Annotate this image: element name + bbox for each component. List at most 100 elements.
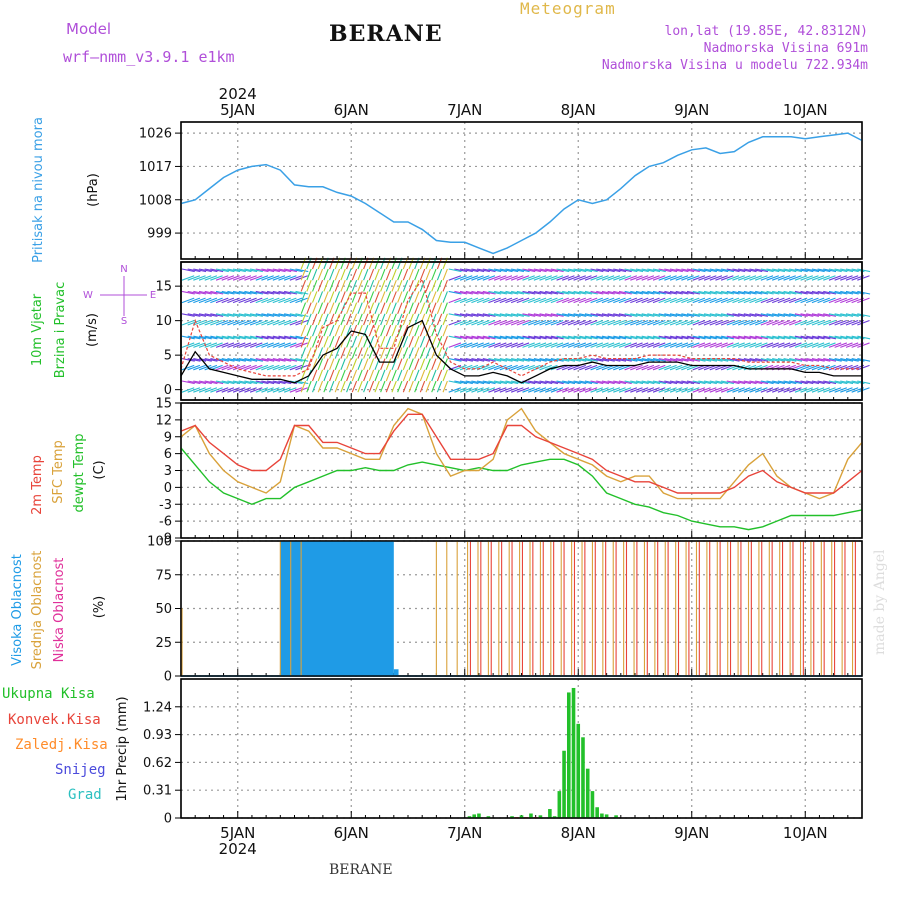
wind-arrow [511, 313, 525, 317]
wind-arrow [590, 387, 604, 393]
wind-arrow [436, 268, 443, 281]
wind-arrow [397, 280, 403, 292]
wind-arrow [505, 387, 518, 393]
wind-arrow [295, 335, 309, 340]
wind-arrow [675, 342, 689, 348]
wind-arrow [811, 335, 825, 340]
wind-arrow [783, 380, 797, 385]
wind-arrow [408, 358, 414, 370]
wind-arrow [380, 347, 386, 359]
wind-arrow [448, 290, 462, 295]
pressure-panel: 999 1008 1017 1026 [139, 121, 863, 260]
wind-arrow [488, 320, 501, 326]
wind-arrow [306, 358, 312, 370]
wind-arrow [732, 313, 746, 317]
wind-arrow [368, 369, 375, 382]
wind-arrow [283, 364, 297, 371]
wind-arrow [232, 380, 246, 385]
wind-arrow [425, 347, 431, 359]
wind-arrow [613, 290, 627, 295]
wind-arrow [755, 313, 769, 317]
wind-arrow [573, 342, 586, 348]
wind-arrow [800, 335, 814, 340]
wind-arrow [454, 290, 468, 295]
y-tick-label: 75 [155, 568, 172, 583]
wind-arrow [652, 335, 666, 340]
wind-arrow [215, 313, 229, 317]
pressure-frame [180, 121, 863, 260]
ylabel-temp-2m: 2m Temp [30, 455, 45, 515]
wind-arrow [334, 302, 341, 314]
wind-arrow [579, 380, 593, 385]
wind-arrow [703, 275, 717, 281]
wind-arrow [857, 342, 870, 348]
wind-arrow [783, 358, 797, 362]
top-day-label: 10JAN [783, 101, 828, 119]
wind-arrow [278, 313, 292, 317]
wind-arrow [738, 358, 752, 362]
precipitation-frame [180, 678, 863, 819]
wind-arrow [533, 268, 547, 273]
wind-arrow [800, 387, 813, 393]
wind-arrow [181, 364, 195, 371]
wind-arrow [380, 268, 386, 281]
wind-arrow [419, 302, 426, 314]
wind-arrow [686, 320, 700, 326]
wind-arrow [346, 302, 352, 314]
wind-arrow [408, 336, 414, 348]
wind-arrow [664, 335, 678, 340]
wind-arrow [267, 290, 280, 295]
wind-arrow [669, 313, 683, 317]
wind-arrow [624, 335, 638, 340]
wind-arrow [346, 280, 352, 292]
wind-arrow [499, 387, 513, 393]
wind-arrow [221, 380, 235, 385]
wind-arrow [255, 380, 269, 385]
wind-arrow [261, 342, 274, 348]
wind-arrow [709, 275, 723, 281]
wind-arrow [522, 297, 535, 304]
precip-bar [600, 813, 604, 818]
wind-arrow [374, 291, 380, 303]
wind-arrow [828, 358, 842, 362]
wind-arrow [709, 297, 723, 304]
wind-arrow [391, 302, 397, 314]
ylabel-cloud-mid: Srednja Oblacnost [30, 551, 45, 670]
wind-arrow [346, 347, 352, 359]
wind-arrow [630, 290, 644, 295]
wind-arrow [726, 320, 740, 326]
wind-arrow [658, 364, 672, 371]
wind-arrow [550, 387, 564, 393]
wind-arrow [494, 335, 507, 340]
wind-arrow [312, 313, 318, 326]
wind-arrow [357, 291, 363, 303]
wind-arrow [471, 313, 485, 317]
wind-arrow [431, 324, 437, 337]
wind-arrow [539, 387, 552, 393]
wind-arrow [545, 320, 558, 326]
wind-arrow [737, 342, 751, 348]
wind-arrow [193, 275, 206, 281]
wind-arrow [494, 358, 507, 362]
wind-arrow [624, 297, 638, 304]
wind-arrow [295, 313, 309, 317]
wind-arrow [703, 297, 717, 304]
wind-arrow [635, 290, 649, 295]
wind-arrow [743, 387, 757, 393]
wind-arrow [289, 275, 303, 281]
wind-arrow [579, 335, 593, 340]
wind-arrow [215, 380, 229, 385]
wind-arrow [652, 290, 666, 295]
wind-arrow [692, 320, 706, 326]
wind-arrow [630, 335, 644, 340]
wind-arrow [193, 342, 206, 348]
wind-arrow [664, 313, 678, 317]
wind-arrow [340, 268, 346, 281]
wind-arrow [187, 380, 201, 385]
wind-arrow [454, 320, 467, 326]
wind-arrow [658, 342, 672, 348]
wind-arrow [471, 275, 484, 281]
wind-arrow [669, 268, 683, 273]
wind-arrow [244, 380, 258, 385]
wind-arrow [715, 313, 729, 317]
